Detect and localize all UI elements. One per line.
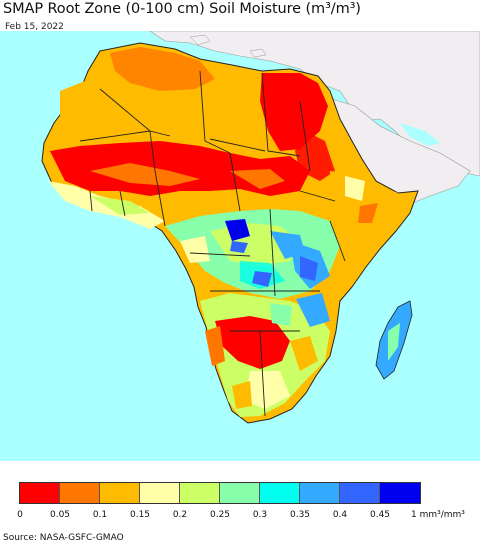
legend-tick-label: 0.35 <box>289 510 311 520</box>
map-date: Feb 15, 2022 <box>5 22 64 32</box>
legend-swatch <box>220 483 260 503</box>
legend-tick-label: 0.2 <box>172 510 188 520</box>
legend-swatch <box>340 483 380 503</box>
legend-swatch <box>380 483 420 503</box>
legend-colorbar <box>19 482 421 504</box>
legend-swatch <box>60 483 100 503</box>
country-borders <box>79 70 346 417</box>
legend-swatch <box>300 483 340 503</box>
legend-swatch <box>260 483 300 503</box>
legend-tick-label: 0.4 <box>332 510 348 520</box>
legend-swatch <box>140 483 180 503</box>
page-title: SMAP Root Zone (0-100 cm) Soil Moisture … <box>3 1 361 17</box>
legend-swatch <box>20 483 60 503</box>
legend-tick-label: 0.45 <box>369 510 391 520</box>
legend-tick-label: 0.1 <box>92 510 108 520</box>
source-credit: Source: NASA-GSFC-GMAO <box>3 533 124 543</box>
mediterranean-islands <box>189 34 267 58</box>
legend-tick-label: 0.25 <box>209 510 231 520</box>
legend-unit: 1 mm³/mm³ <box>411 510 465 520</box>
soil-moisture-map[interactable] <box>0 31 480 461</box>
legend-tick-label: 0 <box>17 510 23 520</box>
legend-tick-label: 0.15 <box>129 510 151 520</box>
legend-tick-label: 0.05 <box>49 510 71 520</box>
persian-gulf <box>400 123 440 146</box>
legend-tick-label: 0.3 <box>252 510 268 520</box>
legend-swatch <box>100 483 140 503</box>
legend-swatch <box>180 483 220 503</box>
